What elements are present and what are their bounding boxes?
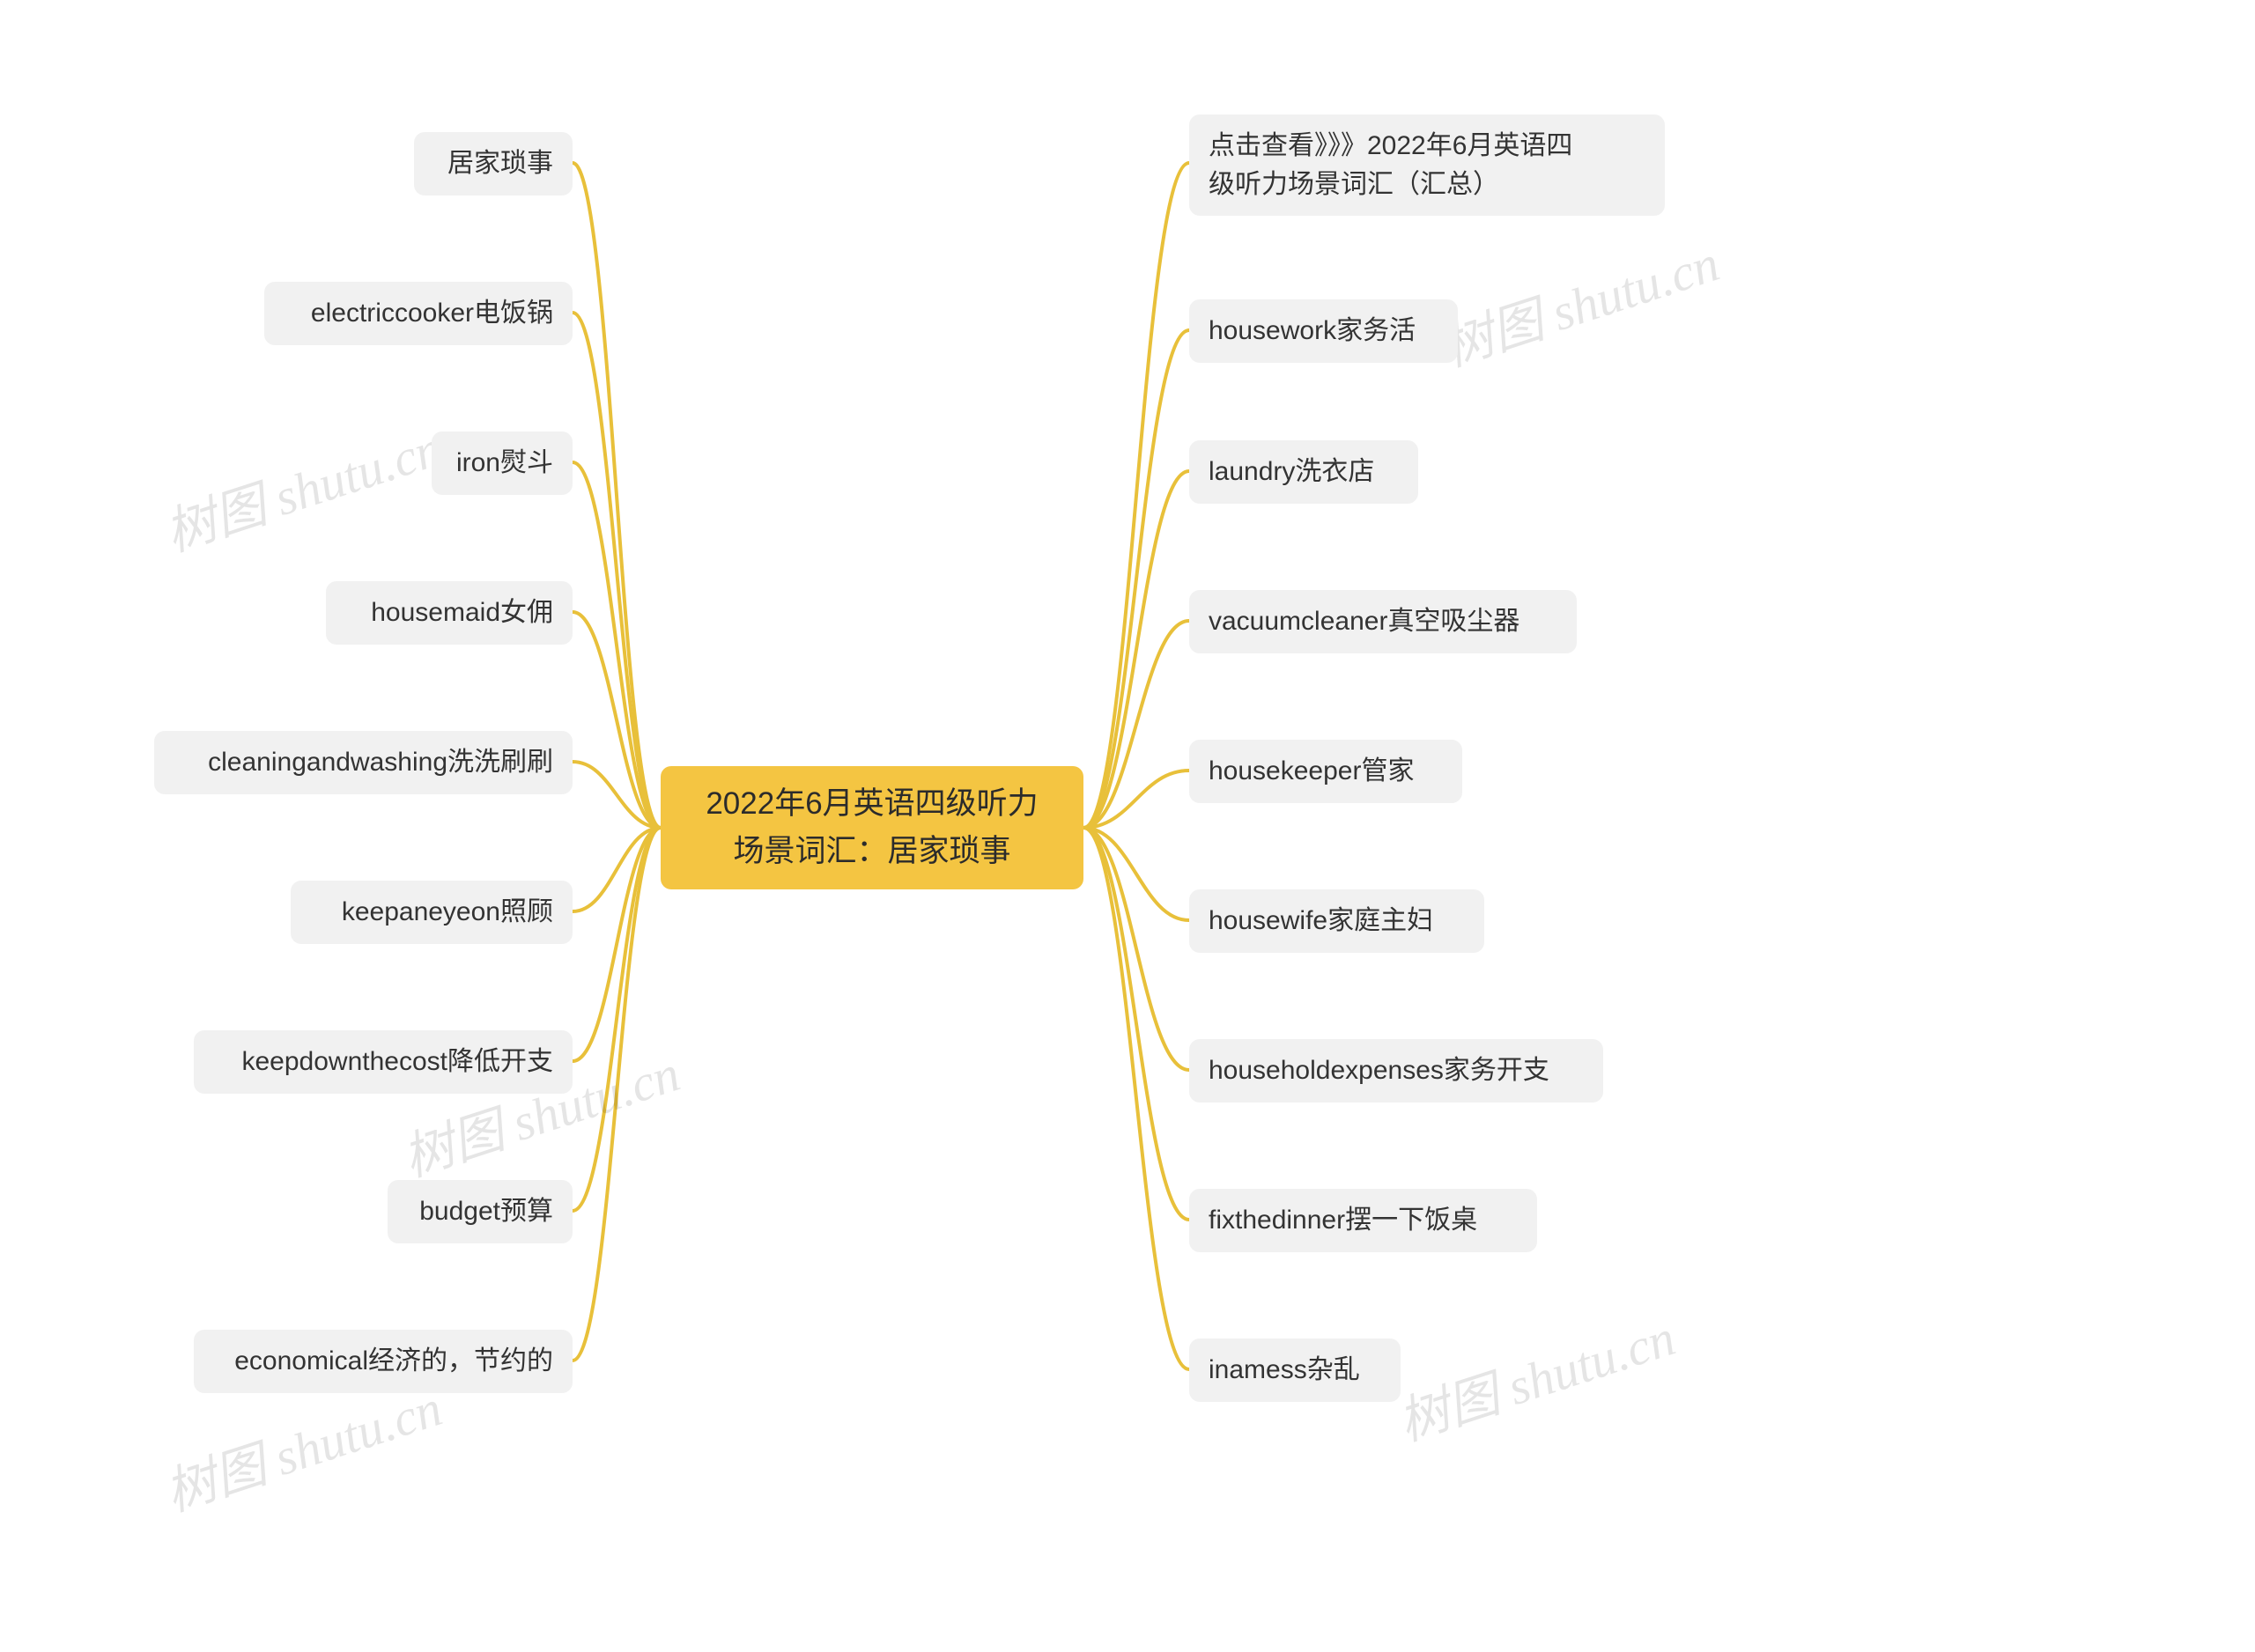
- connector: [1083, 828, 1189, 1369]
- connector: [1083, 771, 1189, 828]
- watermark: 树图 shutu.cn: [154, 407, 449, 565]
- mindmap-leaf-l0: 居家琐事: [414, 132, 573, 195]
- mindmap-leaf-l5: keepaneyeon照顾: [291, 881, 573, 944]
- mindmap-leaf-r7: fixthedinner摆一下饭桌: [1189, 1189, 1537, 1252]
- mindmap-leaf-l3: housemaid女佣: [326, 581, 573, 645]
- mindmap-leaf-l7: budget预算: [388, 1180, 573, 1243]
- connector: [573, 612, 661, 828]
- mindmap-leaf-r2: laundry洗衣店: [1189, 440, 1418, 504]
- connector: [1083, 828, 1189, 1070]
- connector: [1083, 828, 1189, 920]
- mindmap-leaf-l1: electriccooker电饭锅: [264, 282, 573, 345]
- watermark: 树图 shutu.cn: [1387, 1296, 1682, 1455]
- connector: [1083, 828, 1189, 1220]
- connector: [573, 462, 661, 828]
- connector: [573, 163, 661, 828]
- mindmap-leaf-l6: keepdownthecost降低开支: [194, 1030, 573, 1094]
- mindmap-leaf-r6: householdexpenses家务开支: [1189, 1039, 1603, 1103]
- connector-layer: [0, 0, 2255, 1652]
- watermark: 树图 shutu.cn: [1431, 222, 1726, 380]
- connector: [573, 828, 661, 1061]
- mindmap-leaf-r3: vacuumcleaner真空吸尘器: [1189, 590, 1577, 653]
- mindmap-leaf-r5: housewife家庭主妇: [1189, 889, 1484, 953]
- connector: [1083, 621, 1189, 828]
- mindmap-leaf-r8: inamess杂乱: [1189, 1339, 1401, 1402]
- mindmap-leaf-r1: housework家务活: [1189, 299, 1458, 363]
- connector: [573, 828, 661, 911]
- mindmap-root: 2022年6月英语四级听力 场景词汇：居家琐事: [661, 766, 1083, 889]
- connector: [1083, 330, 1189, 828]
- connector: [573, 762, 661, 828]
- mindmap-leaf-l2: iron熨斗: [432, 431, 573, 495]
- connector: [1083, 163, 1189, 828]
- connector: [573, 828, 661, 1211]
- connector: [1083, 471, 1189, 828]
- mindmap-leaf-l4: cleaningandwashing洗洗刷刷: [154, 731, 573, 794]
- mindmap-leaf-l8: economical经济的，节约的: [194, 1330, 573, 1393]
- mindmap-leaf-r0: 点击查看》》》2022年6月英语四 级听力场景词汇（汇总）: [1189, 114, 1665, 216]
- connector: [573, 313, 661, 828]
- connector: [573, 828, 661, 1361]
- mindmap-leaf-r4: housekeeper管家: [1189, 740, 1462, 803]
